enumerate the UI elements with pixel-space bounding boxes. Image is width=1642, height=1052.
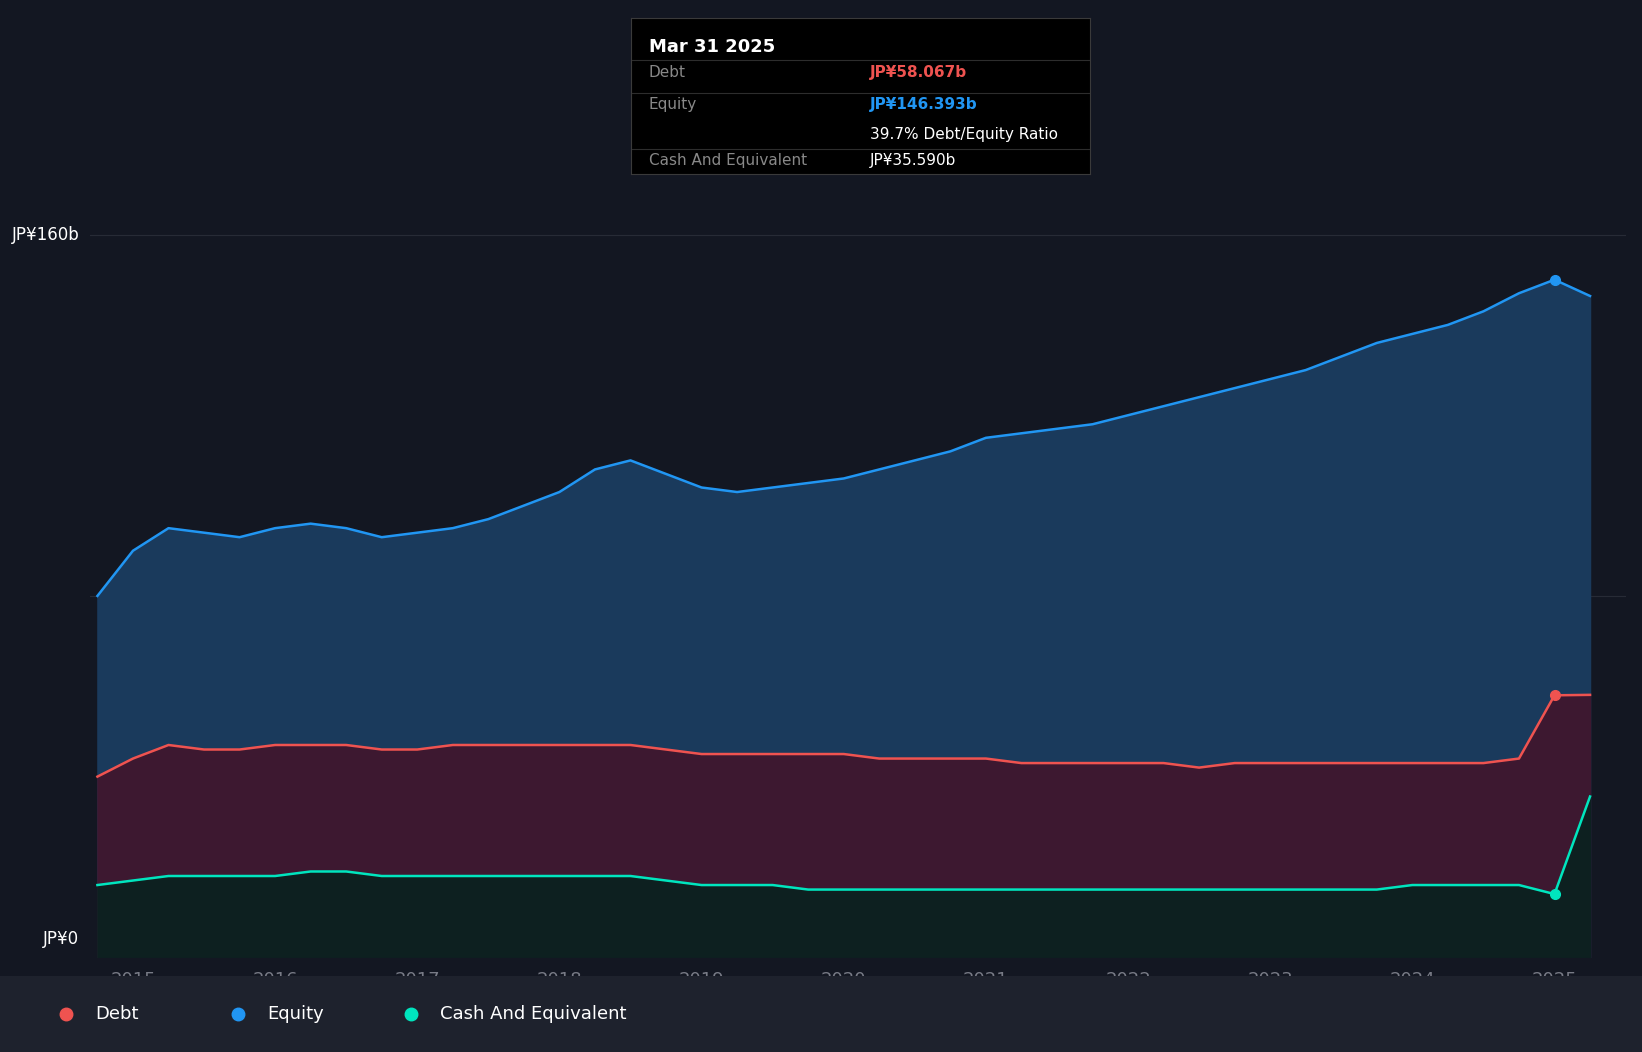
Text: JP¥160b: JP¥160b xyxy=(11,225,79,243)
Text: JP¥58.067b: JP¥58.067b xyxy=(870,64,967,80)
Text: Equity: Equity xyxy=(649,97,698,113)
Text: JP¥35.590b: JP¥35.590b xyxy=(870,154,956,168)
Text: Cash And Equivalent: Cash And Equivalent xyxy=(649,154,808,168)
Text: Equity: Equity xyxy=(268,1005,325,1024)
Text: JP¥0: JP¥0 xyxy=(43,930,79,948)
Text: Debt: Debt xyxy=(649,64,686,80)
Text: Mar 31 2025: Mar 31 2025 xyxy=(649,38,775,56)
Text: Cash And Equivalent: Cash And Equivalent xyxy=(440,1005,627,1024)
Text: 39.7% Debt/Equity Ratio: 39.7% Debt/Equity Ratio xyxy=(870,127,1057,142)
Text: JP¥146.393b: JP¥146.393b xyxy=(870,97,977,113)
Text: Debt: Debt xyxy=(95,1005,138,1024)
